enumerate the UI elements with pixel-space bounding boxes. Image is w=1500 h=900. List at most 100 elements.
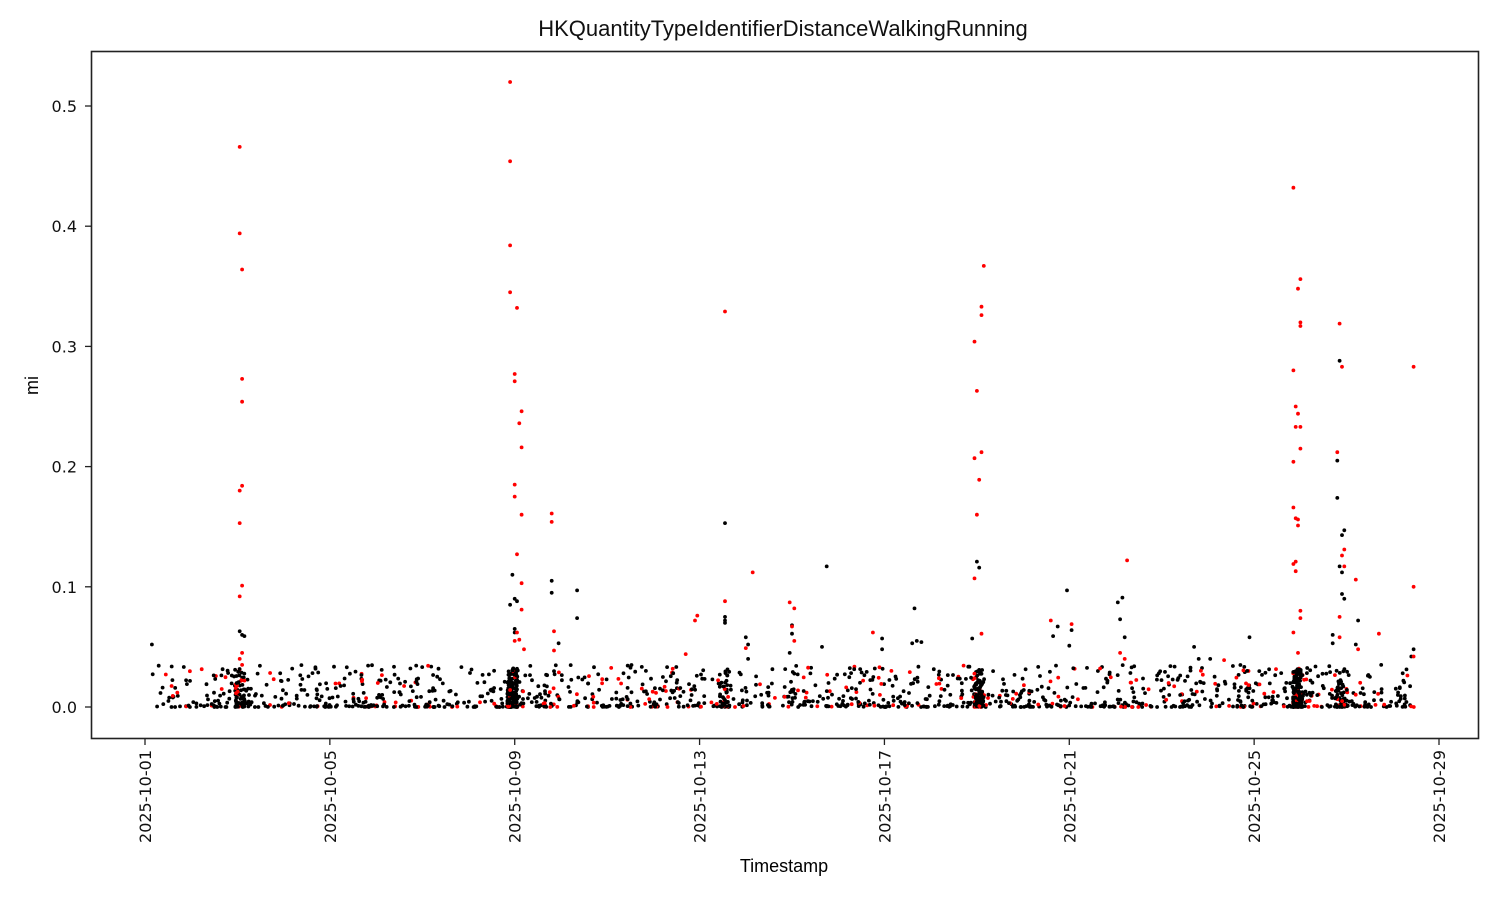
data-point [253, 705, 257, 709]
data-point [1190, 703, 1195, 707]
data-point [242, 698, 247, 703]
data-point [508, 80, 512, 84]
data-point [871, 630, 875, 635]
data-point [1010, 697, 1015, 701]
data-point [758, 682, 762, 687]
data-point [517, 421, 522, 426]
data-point [1056, 675, 1061, 680]
data-point [1148, 704, 1153, 708]
data-point [1084, 704, 1088, 708]
data-point [978, 672, 982, 676]
data-point [728, 683, 733, 688]
data-point [410, 689, 415, 693]
data-point [986, 696, 990, 700]
data-point [937, 669, 942, 674]
data-point [614, 696, 619, 701]
data-point [1297, 682, 1302, 687]
data-point [237, 667, 242, 671]
data-point [969, 675, 973, 680]
data-point [512, 627, 517, 631]
data-point [868, 687, 873, 692]
data-point [607, 704, 612, 708]
data-point [555, 705, 560, 709]
data-point [478, 694, 483, 699]
data-point [545, 673, 549, 678]
data-point [1196, 657, 1201, 661]
data-point [1159, 688, 1163, 693]
data-point [1098, 666, 1102, 671]
data-point [511, 666, 515, 671]
data-point [884, 704, 889, 709]
data-point [1384, 705, 1389, 709]
data-point [947, 704, 952, 709]
data-point [1263, 695, 1268, 700]
data-point [440, 681, 445, 686]
data-point [353, 669, 358, 674]
data-point [436, 703, 441, 708]
data-point [237, 657, 242, 661]
data-point [1018, 705, 1023, 709]
data-point [902, 703, 907, 707]
data-point [1334, 695, 1339, 699]
data-point [1362, 692, 1366, 697]
data-point [1170, 677, 1175, 682]
data-point [859, 670, 864, 675]
data-point [926, 685, 931, 689]
data-point [835, 672, 839, 677]
data-point [465, 704, 470, 709]
data-point [811, 699, 815, 703]
data-point [591, 705, 596, 709]
data-point [398, 692, 403, 697]
data-point [979, 304, 984, 309]
data-point [567, 705, 571, 709]
data-point [916, 664, 921, 669]
data-point [475, 681, 480, 685]
data-point [781, 703, 785, 708]
data-point [604, 705, 609, 709]
data-point [1140, 701, 1145, 706]
data-point [620, 697, 625, 702]
data-point [169, 705, 174, 709]
chart-title: HKQuantityTypeIdentifierDistanceWalkingR… [538, 16, 1028, 41]
x-tick-label: 2025-10-29 [1430, 750, 1449, 843]
data-point [1039, 684, 1044, 689]
data-point [1101, 685, 1106, 690]
data-point [510, 693, 515, 697]
data-point [1327, 664, 1332, 669]
data-point [517, 637, 522, 642]
data-point [877, 665, 882, 670]
data-point [1192, 692, 1197, 697]
data-point [710, 677, 715, 682]
data-point [1267, 667, 1271, 672]
data-point [323, 701, 328, 706]
data-point [342, 676, 347, 681]
data-point [225, 668, 230, 673]
data-point [817, 694, 822, 698]
data-point [1059, 698, 1063, 703]
x-tick-label: 2025-10-21 [1060, 750, 1079, 843]
data-point [306, 674, 311, 679]
data-point [206, 697, 210, 702]
data-point [610, 697, 614, 701]
data-point [1246, 695, 1251, 700]
data-point [392, 705, 396, 709]
data-point [381, 704, 385, 709]
data-point [370, 663, 374, 668]
data-point [360, 677, 365, 682]
data-point [1069, 628, 1074, 632]
data-point [507, 676, 512, 681]
data-point [1282, 686, 1287, 691]
data-point [1042, 697, 1046, 702]
data-point [782, 694, 787, 699]
data-point [806, 665, 810, 670]
data-point [972, 456, 977, 461]
data-point [862, 701, 867, 706]
data-point [1372, 690, 1377, 694]
data-point [942, 687, 947, 692]
data-point [1279, 671, 1284, 675]
data-point [621, 671, 626, 676]
data-point [975, 512, 979, 517]
data-point [1342, 667, 1347, 671]
data-point [990, 693, 995, 698]
data-point [1176, 676, 1181, 680]
